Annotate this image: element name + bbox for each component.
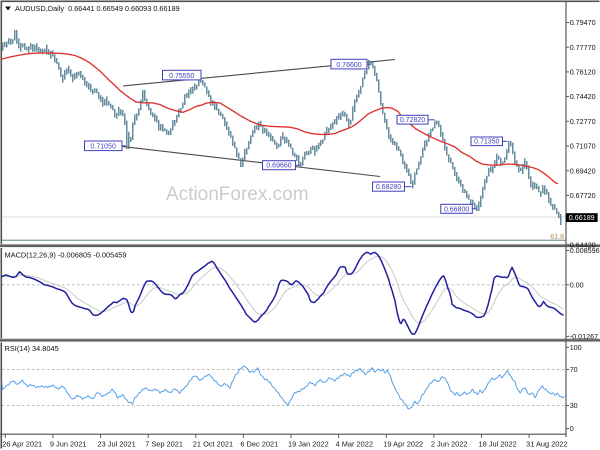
svg-text:7 Sep 2021: 7 Sep 2021 bbox=[145, 439, 183, 448]
svg-text:0.74420: 0.74420 bbox=[570, 92, 596, 101]
svg-text:31 Aug 2022: 31 Aug 2022 bbox=[526, 439, 568, 448]
svg-text:0.77770: 0.77770 bbox=[570, 43, 596, 52]
svg-text:0.76600: 0.76600 bbox=[336, 62, 361, 69]
svg-text:0.71350: 0.71350 bbox=[474, 139, 499, 146]
svg-text:23 Jul 2021: 23 Jul 2021 bbox=[98, 439, 136, 448]
svg-text:MACD(12,26,9) -0.006805 -0.005: MACD(12,26,9) -0.006805 -0.005459 bbox=[5, 251, 127, 260]
svg-text:0.71070: 0.71070 bbox=[570, 142, 596, 151]
svg-text:19 Jan 2022: 19 Jan 2022 bbox=[288, 439, 329, 448]
svg-text:0.69660: 0.69660 bbox=[266, 163, 291, 170]
svg-text:RSI(14) 34.8045: RSI(14) 34.8045 bbox=[5, 344, 59, 353]
svg-text:0.79470: 0.79470 bbox=[570, 18, 596, 27]
svg-text:0.76120: 0.76120 bbox=[570, 68, 596, 77]
svg-text:ActionForex.com: ActionForex.com bbox=[166, 184, 309, 205]
svg-text:6 Dec 2021: 6 Dec 2021 bbox=[240, 439, 278, 448]
svg-text:0.00: 0.00 bbox=[570, 280, 584, 289]
svg-text:4 Mar 2022: 4 Mar 2022 bbox=[336, 439, 373, 448]
svg-text:30: 30 bbox=[570, 401, 578, 410]
svg-text:0.75550: 0.75550 bbox=[169, 73, 194, 80]
svg-text:0.67720: 0.67720 bbox=[570, 191, 596, 200]
svg-text:70: 70 bbox=[570, 365, 578, 374]
svg-text:0.71050: 0.71050 bbox=[91, 144, 116, 151]
svg-text:0.64420: 0.64420 bbox=[570, 240, 596, 249]
svg-text:0: 0 bbox=[570, 424, 574, 433]
svg-text:0.72820: 0.72820 bbox=[400, 117, 425, 124]
svg-text:100: 100 bbox=[570, 343, 582, 352]
svg-text:9 Jun 2021: 9 Jun 2021 bbox=[50, 439, 87, 448]
svg-text:0.68280: 0.68280 bbox=[376, 184, 401, 191]
svg-text:21 Oct 2021: 21 Oct 2021 bbox=[193, 439, 233, 448]
svg-text:0.66800: 0.66800 bbox=[444, 206, 469, 213]
svg-text:AUDUSD,Daily 0.66441 0.66549: AUDUSD,Daily 0.66441 0.66549 0.66093 0.6… bbox=[15, 4, 180, 13]
svg-text:0.69420: 0.69420 bbox=[570, 166, 596, 175]
svg-text:61.8: 61.8 bbox=[550, 234, 564, 241]
svg-text:26 Apr 2021: 26 Apr 2021 bbox=[2, 439, 42, 448]
svg-text:0.72770: 0.72770 bbox=[570, 117, 596, 126]
svg-text:2 Jun 2022: 2 Jun 2022 bbox=[431, 439, 468, 448]
svg-text:18 Jul 2022: 18 Jul 2022 bbox=[479, 439, 517, 448]
svg-text:0.008596: 0.008596 bbox=[570, 246, 600, 255]
svg-text:19 Apr 2022: 19 Apr 2022 bbox=[383, 439, 423, 448]
svg-text:0.66189: 0.66189 bbox=[569, 213, 595, 222]
svg-text:-0.01267: -0.01267 bbox=[570, 332, 598, 341]
